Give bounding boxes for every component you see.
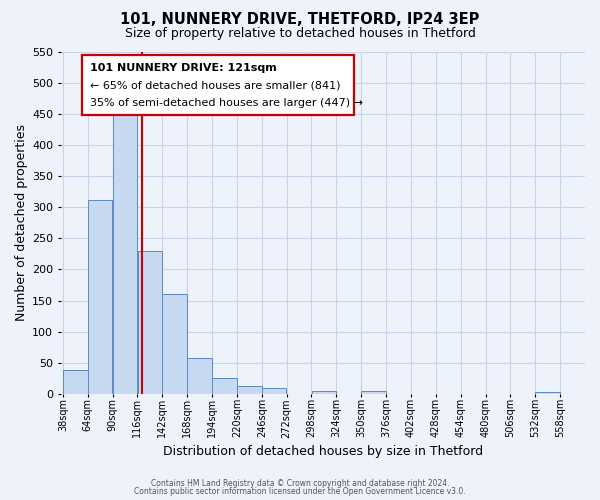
Bar xyxy=(311,391,336,394)
Bar xyxy=(535,392,560,394)
Text: 101 NUNNERY DRIVE: 121sqm: 101 NUNNERY DRIVE: 121sqm xyxy=(90,64,277,74)
FancyBboxPatch shape xyxy=(82,55,355,115)
Bar xyxy=(137,250,162,394)
Text: Contains HM Land Registry data © Crown copyright and database right 2024.: Contains HM Land Registry data © Crown c… xyxy=(151,478,449,488)
Bar xyxy=(262,388,286,394)
Bar xyxy=(88,200,112,394)
Bar xyxy=(212,378,237,394)
Bar xyxy=(187,358,212,394)
Text: ← 65% of detached houses are smaller (841): ← 65% of detached houses are smaller (84… xyxy=(90,80,340,90)
X-axis label: Distribution of detached houses by size in Thetford: Distribution of detached houses by size … xyxy=(163,444,483,458)
Text: 101, NUNNERY DRIVE, THETFORD, IP24 3EP: 101, NUNNERY DRIVE, THETFORD, IP24 3EP xyxy=(121,12,479,28)
Y-axis label: Number of detached properties: Number of detached properties xyxy=(15,124,28,321)
Bar xyxy=(113,110,137,394)
Text: Contains public sector information licensed under the Open Government Licence v3: Contains public sector information licen… xyxy=(134,487,466,496)
Text: Size of property relative to detached houses in Thetford: Size of property relative to detached ho… xyxy=(125,28,475,40)
Bar xyxy=(63,370,88,394)
Bar xyxy=(163,294,187,394)
Bar xyxy=(237,386,262,394)
Text: 35% of semi-detached houses are larger (447) →: 35% of semi-detached houses are larger (… xyxy=(90,98,363,108)
Bar xyxy=(361,391,386,394)
